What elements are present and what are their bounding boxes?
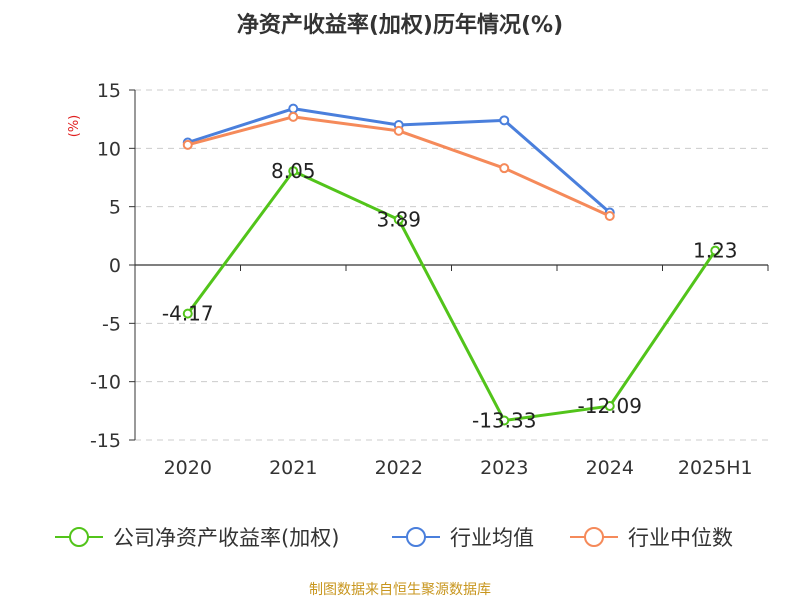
x-tick-label: 2021 (269, 457, 317, 479)
legend-label: 行业均值 (450, 526, 534, 550)
data-point (182, 139, 193, 150)
y-tick-label: 15 (97, 80, 121, 102)
data-label: -13.33 (472, 409, 536, 433)
y-axis-label: (%) (67, 115, 82, 138)
legend-label: 公司净资产收益率(加权) (113, 526, 339, 550)
legend-marker (406, 527, 426, 547)
data-label: 8.05 (271, 159, 316, 183)
data-point (604, 211, 615, 221)
y-tick-label: 5 (109, 197, 121, 219)
chart-title: 净资产收益率(加权)历年情况(%) (237, 12, 563, 38)
data-point (393, 125, 404, 136)
x-tick-label: 2020 (164, 457, 212, 479)
data-point (604, 401, 615, 412)
series-line-0 (186, 169, 717, 423)
data-point (288, 111, 299, 122)
y-tick-label: -5 (102, 313, 121, 335)
data-point (710, 245, 721, 256)
y-tick-label: -15 (90, 430, 121, 452)
legend: 公司净资产收益率(加权) 行业均值 行业中位数 (55, 526, 733, 550)
x-tick-label: 2023 (480, 457, 528, 479)
legend-marker (69, 527, 89, 547)
data-point (499, 115, 510, 126)
data-label: 3.89 (376, 208, 421, 232)
y-tick-label: -10 (90, 372, 121, 394)
legend-label: 行业中位数 (628, 526, 733, 550)
y-tick-label: 0 (109, 255, 121, 277)
series-lines (182, 103, 721, 426)
data-point (288, 166, 299, 177)
data-point (182, 308, 193, 319)
data-label: -4.17 (162, 302, 214, 326)
y-tick-label: 10 (97, 138, 121, 160)
data-label: 1.23 (693, 239, 738, 263)
x-tick-label: 2025H1 (678, 457, 753, 479)
data-point (288, 103, 299, 114)
data-point (393, 214, 404, 225)
x-tick-label: 2022 (375, 457, 423, 479)
data-point (499, 163, 510, 174)
data-label: -12.09 (578, 394, 642, 418)
data-point (499, 415, 510, 426)
x-tick-label: 2024 (586, 457, 634, 479)
legend-marker (584, 527, 604, 547)
axes: 15 10 5 0 -5 -10 -15 2020 2021 2022 2023 2024 2025H1 (90, 80, 769, 479)
data-labels: -4.17 8.05 3.89 -13.33 -12.09 1.23 (162, 159, 738, 432)
source-note: 制图数据来自恒生聚源数据库 (309, 582, 491, 598)
